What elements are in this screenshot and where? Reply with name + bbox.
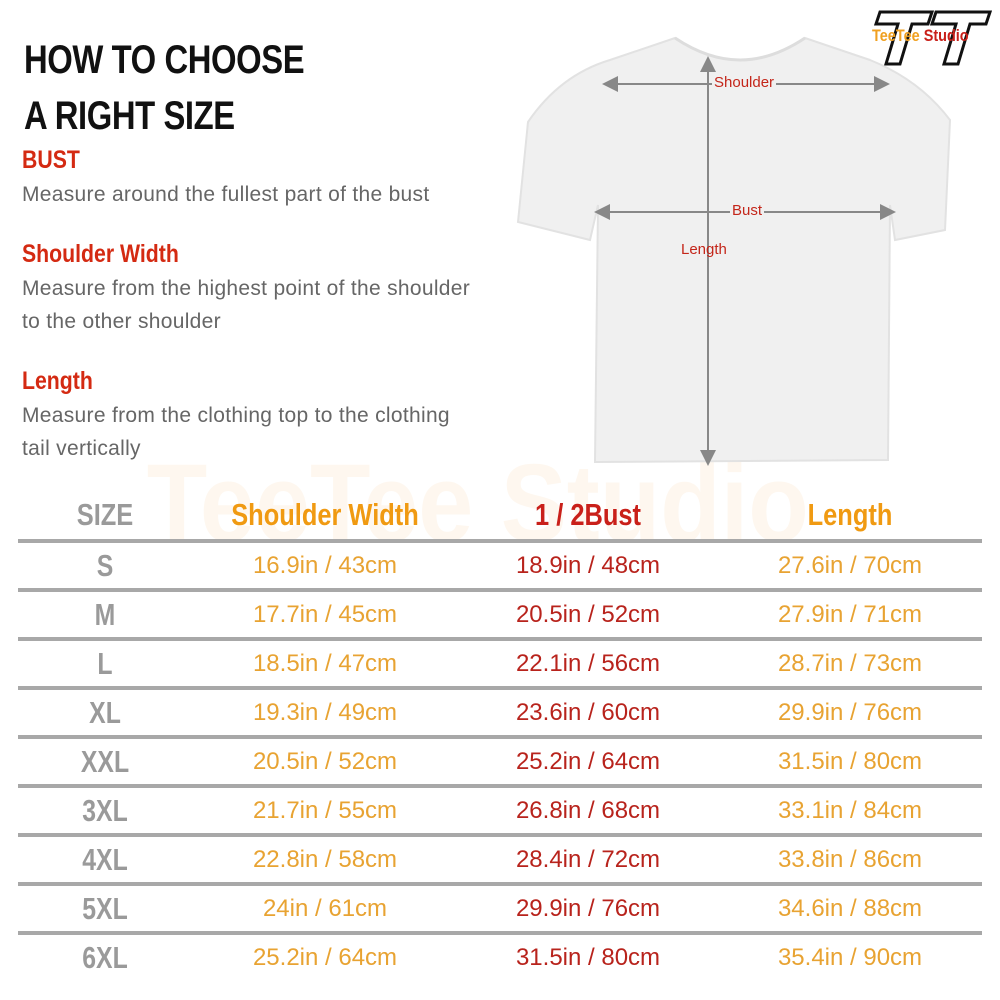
header-shoulder-width: Shoulder Width <box>231 496 419 532</box>
length-cell: 29.9in / 76cm <box>777 698 923 726</box>
guide-title-line1: HOW TO CHOOSE <box>24 38 305 82</box>
length-cell: 35.4in / 90cm <box>777 943 923 971</box>
half-bust-cell: 20.5in / 52cm <box>515 600 661 628</box>
length-heading: Length <box>22 367 93 395</box>
shoulder-width-cell: 20.5in / 52cm <box>252 747 398 775</box>
half-bust-cell: 23.6in / 60cm <box>515 698 661 726</box>
shoulder-label: Shoulder <box>712 74 777 91</box>
length-cell: 34.6in / 88cm <box>777 894 923 922</box>
shoulder-width-cell: 25.2in / 64cm <box>252 943 398 971</box>
half-bust-cell: 28.4in / 72cm <box>515 845 661 873</box>
size-cell: XL <box>89 694 121 730</box>
header-half-bust: 1 / 2Bust <box>535 496 641 532</box>
length-cell: 33.8in / 86cm <box>777 845 923 873</box>
header-length: Length <box>807 496 893 532</box>
size-cell: S <box>96 547 114 583</box>
length-description: Measure from the clothing top to the clo… <box>22 404 450 460</box>
size-cell: 3XL <box>82 792 128 828</box>
size-cell: M <box>94 596 116 632</box>
shoulder-width-cell: 21.7in / 55cm <box>252 796 398 824</box>
tt-logo-icon <box>873 10 993 66</box>
table-row: L 18.5in / 47cm 22.1in / 56cm 28.7in / 73cm <box>18 637 982 686</box>
table-row: XL 19.3in / 49cm 23.6in / 60cm 29.9in / 76c… <box>18 686 982 735</box>
table-row: 4XL 22.8in / 58cm 28.4in / 72cm 33.8in / 86… <box>18 833 982 882</box>
bust-description: Measure around the fullest part of the b… <box>22 183 430 206</box>
shoulder-width-cell: 24in / 61cm <box>262 894 388 922</box>
watermark-text: TeeTee Studio <box>146 442 809 565</box>
half-bust-cell: 22.1in / 56cm <box>515 649 661 677</box>
guide-title-line2: A RIGHT SIZE <box>24 94 235 138</box>
logo-text: TeeTee Studio <box>872 26 969 45</box>
table-row: 5XL 24in / 61cm 29.9in / 76cm 34.6in / 88cm <box>18 882 982 931</box>
half-bust-cell: 18.9in / 48cm <box>515 551 661 579</box>
half-bust-cell: 25.2in / 64cm <box>515 747 661 775</box>
size-cell: L <box>97 645 113 681</box>
shoulder-description: Measure from the highest point of the sh… <box>22 277 471 333</box>
length-cell: 33.1in / 84cm <box>777 796 923 824</box>
half-bust-cell: 29.9in / 76cm <box>515 894 661 922</box>
half-bust-cell: 26.8in / 68cm <box>515 796 661 824</box>
size-table: SIZE Shoulder Width 1 / 2Bust Length S 16… <box>18 490 982 980</box>
length-cell: 27.9in / 71cm <box>777 600 923 628</box>
size-cell: XXL <box>80 743 130 779</box>
table-row: 3XL 21.7in / 55cm 26.8in / 68cm 33.1in / 84… <box>18 784 982 833</box>
size-cell: 4XL <box>82 841 128 877</box>
shoulder-heading: Shoulder Width <box>22 240 179 268</box>
tshirt-icon <box>516 36 952 466</box>
length-label: Length <box>681 241 727 258</box>
table-row: M 17.7in / 45cm 20.5in / 52cm 27.9in / 71cm <box>18 588 982 637</box>
shoulder-width-cell: 16.9in / 43cm <box>252 551 398 579</box>
shoulder-width-cell: 19.3in / 49cm <box>252 698 398 726</box>
length-cell: 31.5in / 80cm <box>777 747 923 775</box>
bust-heading: BUST <box>22 146 80 174</box>
table-header: SIZE Shoulder Width 1 / 2Bust Length <box>18 490 982 539</box>
length-cell: 27.6in / 70cm <box>777 551 923 579</box>
header-size: SIZE <box>76 496 134 532</box>
table-row: S 16.9in / 43cm 18.9in / 48cm 27.6in / 70cm <box>18 539 982 588</box>
size-cell: 6XL <box>82 939 128 975</box>
size-cell: 5XL <box>82 890 128 926</box>
shoulder-width-cell: 18.5in / 47cm <box>252 649 398 677</box>
tshirt-diagram: Shoulder Bust Length <box>510 30 960 470</box>
table-row: 6XL 25.2in / 64cm 31.5in / 80cm 35.4in / 90… <box>18 931 982 980</box>
brand-logo: TeeTee Studio <box>870 10 993 66</box>
shoulder-width-cell: 17.7in / 45cm <box>252 600 398 628</box>
shoulder-width-cell: 22.8in / 58cm <box>252 845 398 873</box>
half-bust-cell: 31.5in / 80cm <box>515 943 661 971</box>
bust-label: Bust <box>730 202 765 219</box>
length-cell: 28.7in / 73cm <box>777 649 923 677</box>
table-row: XXL 20.5in / 52cm 25.2in / 64cm 31.5in / 80… <box>18 735 982 784</box>
